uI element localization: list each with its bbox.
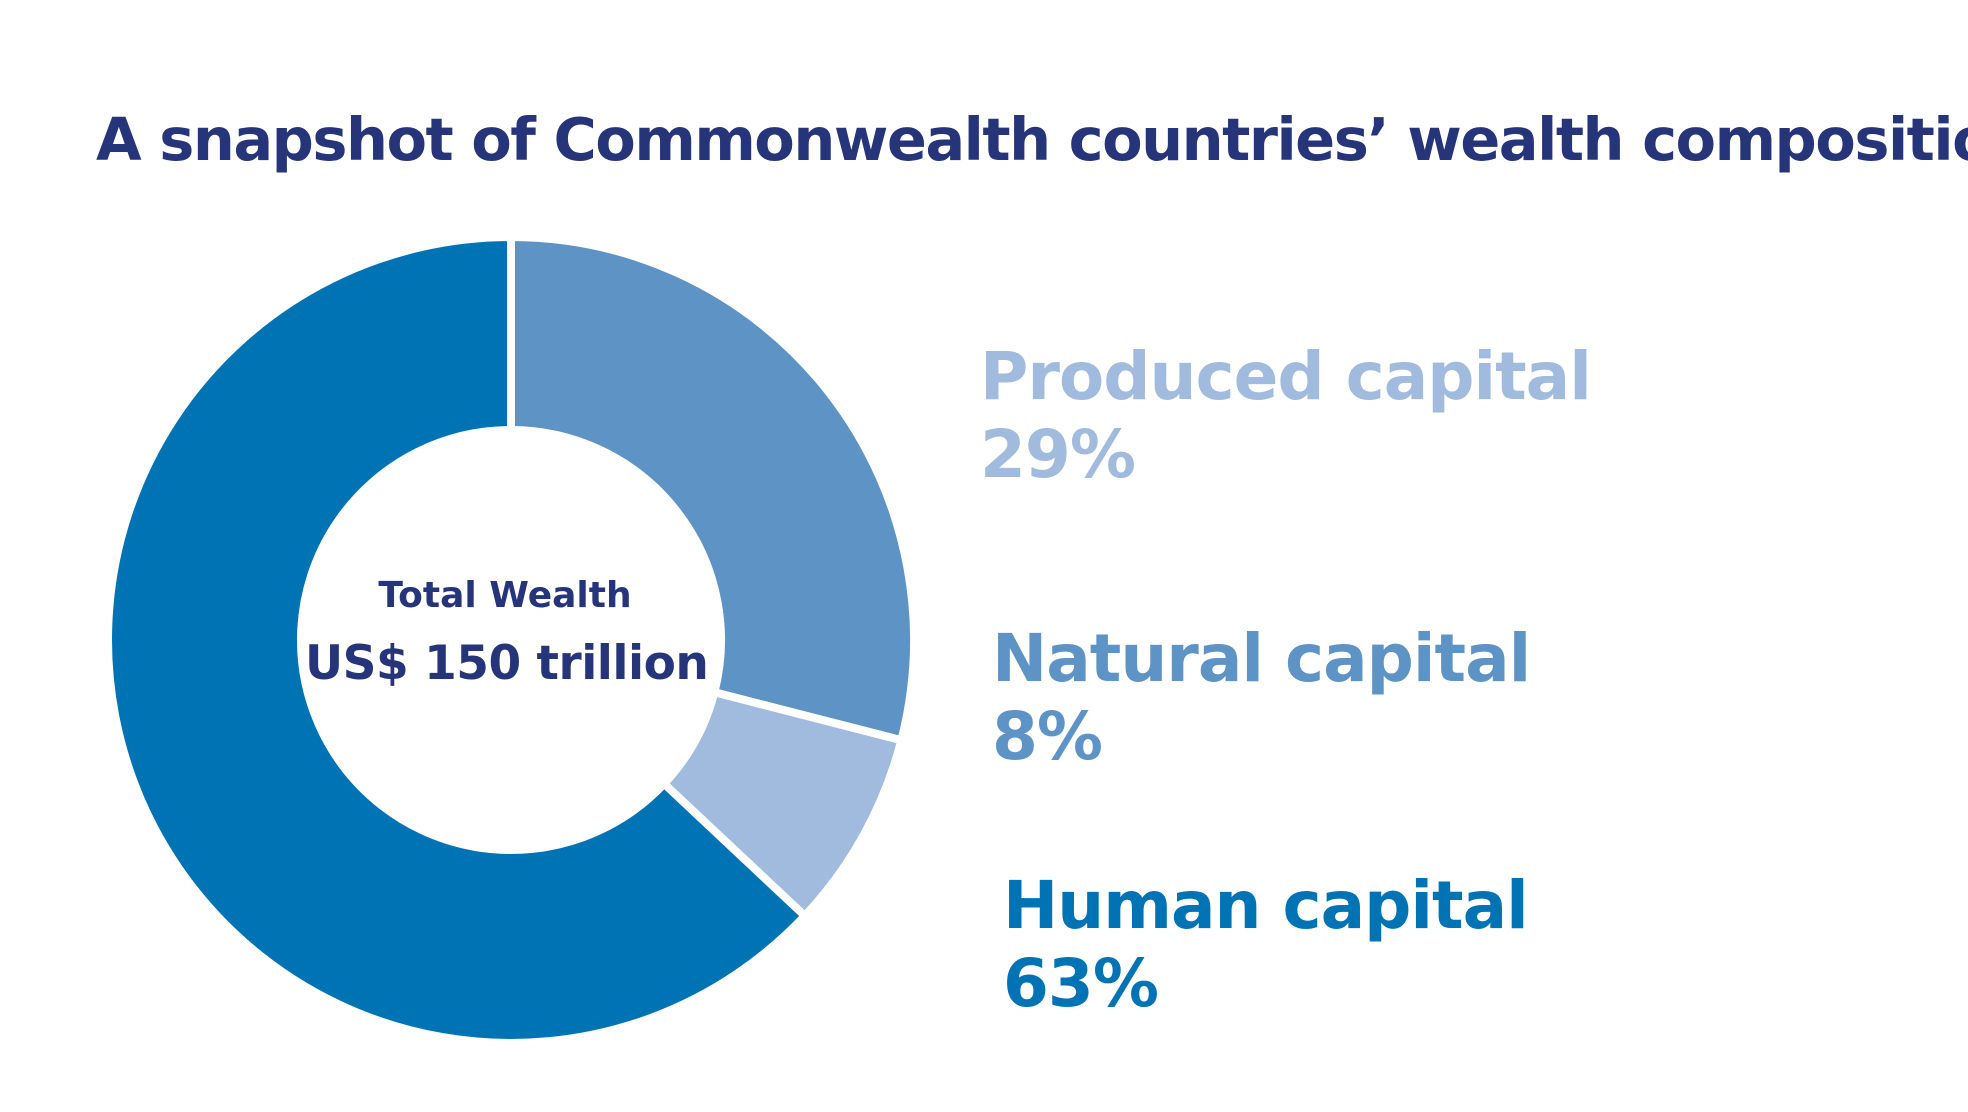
legend-label: Natural capital	[992, 620, 1531, 697]
legend-label: Human capital	[1003, 867, 1529, 944]
chart-title: A snapshot of Commonwealth countries’ we…	[96, 105, 1968, 174]
slice-produced-capital	[507, 232, 918, 746]
legend-value: 63%	[1003, 945, 1159, 1022]
legend-item-natural-capital: Natural capital 8%	[992, 620, 1531, 776]
center-caption: Total Wealth	[378, 575, 632, 616]
center-total-value: US$ 150 trillion	[305, 636, 709, 691]
legend-item-produced-capital: Produced capital 29%	[980, 338, 1592, 494]
legend-value: 8%	[992, 698, 1103, 775]
legend-label: Produced capital	[980, 338, 1592, 415]
legend-value: 29%	[980, 416, 1136, 493]
slice-human-capital	[104, 232, 811, 1047]
legend-item-human-capital: Human capital 63%	[1003, 867, 1529, 1023]
